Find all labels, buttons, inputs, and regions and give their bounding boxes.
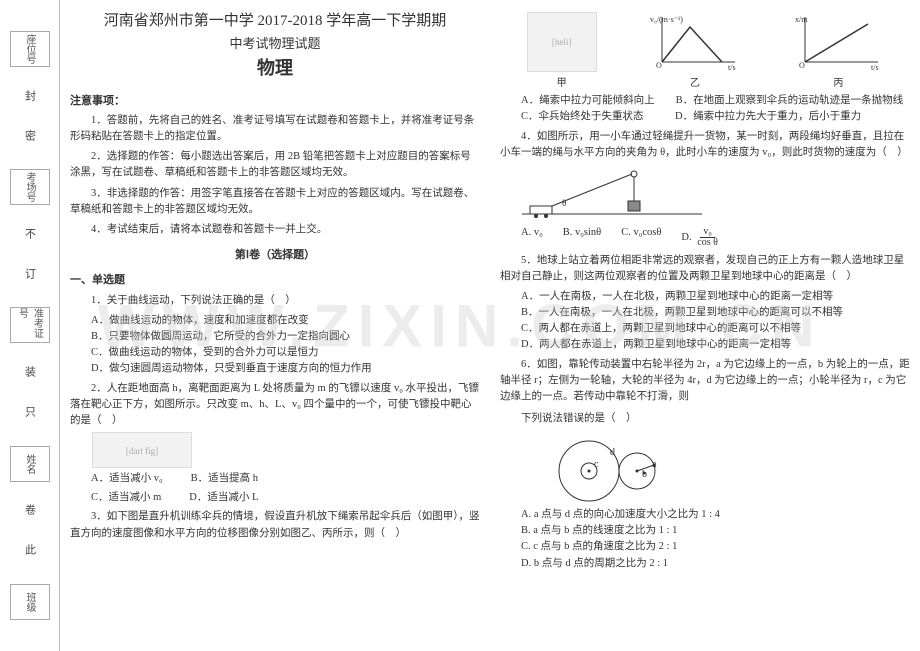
q1-opt-d: D．做匀速圆周运动物体，只受到垂直于速度方向的恒力作用 xyxy=(91,361,480,377)
svg-text:d: d xyxy=(610,447,615,458)
q2-stem: 2．人在距地面高 h，离靶面距离为 L 处将质量为 m 的飞镖以速度 v₀ 水平… xyxy=(70,381,480,430)
q2-figure: [dart fig] xyxy=(92,432,480,468)
notice-1: 1．答题前，先将自己的姓名、准考证号填写在试题卷和答题卡上，并将准考证号条形码粘… xyxy=(70,113,480,146)
svg-text:θ: θ xyxy=(562,198,566,208)
part1-head: 第Ⅰ卷（选择题） xyxy=(70,246,480,262)
vbox-id: 准考证号 xyxy=(10,307,50,343)
chart-bing: x/m t/s O xyxy=(793,12,883,72)
q4-opt-c: C. v₀cosθ xyxy=(621,227,661,248)
notice-head: 注意事项： xyxy=(70,92,480,108)
pulley-diagram: θ xyxy=(522,166,702,221)
q4-figure: θ xyxy=(522,166,910,221)
q2-opt-d: D．适当减小 L xyxy=(189,489,258,504)
fig-jia-wrap: [heli] 甲 xyxy=(527,12,597,89)
title-line1: 河南省郑州市第一中学 2017-2018 学年高一下学期期 xyxy=(70,10,480,33)
left-column: 河南省郑州市第一中学 2017-2018 学年高一下学期期 中考试物理试题 物理… xyxy=(70,10,480,641)
q5-opt-a: A．一人在南极，一人在北极，两颗卫星到地球中心的距离一定相等 xyxy=(521,289,910,305)
svg-text:x/m: x/m xyxy=(795,15,808,24)
vlabel-1: 密 xyxy=(22,130,38,147)
fig-bing-wrap: x/m t/s O 丙 xyxy=(793,12,883,89)
svg-text:t/s: t/s xyxy=(871,63,879,72)
q6-opt-d: D. b 点与 d 点的周期之比为 2 : 1 xyxy=(521,556,910,572)
q6-opt-b: B. a 点与 b 点的线速度之比为 1 : 1 xyxy=(521,523,910,539)
svg-text:b: b xyxy=(642,469,647,480)
page-container: 河南省郑州市第一中学 2017-2018 学年高一下学期期 中考试物理试题 物理… xyxy=(70,10,910,641)
right-column: [heli] 甲 v₀/(m·s⁻¹) t/s O 乙 xyxy=(500,10,910,641)
vlabel-6: 卷 xyxy=(22,504,38,521)
vlabel-7: 此 xyxy=(22,544,38,561)
helicopter-icon: [heli] xyxy=(527,12,597,72)
svg-text:t/s: t/s xyxy=(728,63,736,72)
fig-yi-wrap: v₀/(m·s⁻¹) t/s O 乙 xyxy=(650,12,740,89)
q5-stem: 5．地球上站立着两位相距非常远的观察者，发现自己的正上方有一颗人造地球卫星相对自… xyxy=(500,253,910,286)
q3-opt-row2: C．伞兵始终处于失重状态 D．绳索中拉力先大于重力，后小于重力 xyxy=(521,109,910,125)
q6-opt-c: C. c 点与 b 点的角速度之比为 2 : 1 xyxy=(521,539,910,555)
notice-3: 3．非选择题的作答：用签字笔直接答在答题卡上对应的答题区域内。写在试题卷、草稿纸… xyxy=(70,186,480,219)
q4-opts: A. v₀ B. v₀sinθ C. v₀cosθ D. v₀cos θ xyxy=(521,227,910,248)
vlabel-4: 装 xyxy=(22,366,38,383)
q4-stem: 4．如图所示，用一小车通过轻绳提升一货物，某一时刻，两段绳均好垂直，且拉在小车一… xyxy=(500,129,910,162)
q4-opt-b: B. v₀sinθ xyxy=(563,227,601,248)
figcap-bing: 丙 xyxy=(793,74,883,89)
q4-opt-d: D. v₀cos θ xyxy=(681,227,720,248)
figcap-jia: 甲 xyxy=(527,74,597,89)
vbox-class: 班级 xyxy=(10,584,50,620)
q6-stem: 6．如图，靠轮传动装置中右轮半径为 2r，a 为它边缘上的一点，b 为轮上的一点… xyxy=(500,357,910,406)
vlabel-5: 只 xyxy=(22,406,38,423)
q2-opts-row2: C．适当减小 m D．适当减小 L xyxy=(91,489,480,504)
q6-figure: d c a b xyxy=(544,433,910,503)
q2-opts-row1: A．适当减小 v₀ B．适当提高 h xyxy=(91,470,480,485)
vlabel-0: 封 xyxy=(22,90,38,107)
vbox-seat: 座位号 xyxy=(10,31,50,67)
title-subject: 物理 xyxy=(70,54,480,80)
q2-opt-b: B．适当提高 h xyxy=(191,470,258,485)
sec1-head: 一、单选题 xyxy=(70,271,480,287)
title-block: 河南省郑州市第一中学 2017-2018 学年高一下学期期 中考试物理试题 物理 xyxy=(70,10,480,80)
vlabel-2: 不 xyxy=(22,228,38,245)
q1-stem: 1．关于曲线运动，下列说法正确的是（ ） xyxy=(70,293,480,309)
binding-strip: 座位号 封 密 考场号 不 订 准考证号 装 只 姓名 卷 此 班级 xyxy=(0,0,60,651)
q5-opt-b: B．一人在南极，一人在北极，两颗卫星到地球中心的距离可以不相等 xyxy=(521,305,910,321)
q4-opt-a: A. v₀ xyxy=(521,227,543,248)
q3-opt-row1: A．绳索中拉力可能倾斜向上 B．在地面上观察到伞兵的运动轨迹是一条抛物线 xyxy=(521,93,910,109)
svg-text:c: c xyxy=(594,459,599,470)
notice-2: 2．选择题的作答：每小题选出答案后，用 2B 铅笔把答题卡上对应题目的答案标号涂… xyxy=(70,149,480,182)
q6-lead: 下列说法错误的是（ ） xyxy=(500,411,910,427)
q2-opt-a: A．适当减小 v₀ xyxy=(91,470,163,485)
q5-opt-d: D．两人都在赤道上，两颗卫星到地球中心的距离一定相等 xyxy=(521,337,910,353)
q1-opt-a: A．做曲线运动的物体，速度和加速度都在改变 xyxy=(91,313,480,329)
q6-opt-a: A. a 点与 d 点的向心加速度大小之比为 1 : 4 xyxy=(521,507,910,523)
wheel-diagram: d c a b xyxy=(544,433,684,503)
vlabel-3: 订 xyxy=(22,268,38,285)
svg-text:v₀/(m·s⁻¹): v₀/(m·s⁻¹) xyxy=(650,15,683,24)
chart-yi: v₀/(m·s⁻¹) t/s O xyxy=(650,12,740,72)
figcap-yi: 乙 xyxy=(650,74,740,89)
q5-opt-c: C．两人都在赤道上，两颗卫星到地球中心的距离可以不相等 xyxy=(521,321,910,337)
q2-opt-c: C．适当减小 m xyxy=(91,489,161,504)
q3-stem: 3．如下图是直升机训练伞兵的情境，假设直升机放下绳索吊起伞兵后（如图甲），竖直方… xyxy=(70,509,480,542)
svg-text:O: O xyxy=(656,61,662,70)
svg-text:O: O xyxy=(799,61,805,70)
q3-figures-row: [heli] 甲 v₀/(m·s⁻¹) t/s O 乙 xyxy=(500,12,910,89)
notice-4: 4．考试结束后，请将本试题卷和答题卡一并上交。 xyxy=(70,222,480,238)
vbox-name: 姓名 xyxy=(10,446,50,482)
dart-figure-icon: [dart fig] xyxy=(92,432,192,468)
q1-opt-c: C．做曲线运动的物体，受到的合外力可以是恒力 xyxy=(91,345,480,361)
title-line2: 中考试物理试题 xyxy=(70,33,480,52)
vbox-room: 考场号 xyxy=(10,169,50,205)
q1-opt-b: B．只要物体做圆周运动，它所受的合外力一定指向圆心 xyxy=(91,329,480,345)
